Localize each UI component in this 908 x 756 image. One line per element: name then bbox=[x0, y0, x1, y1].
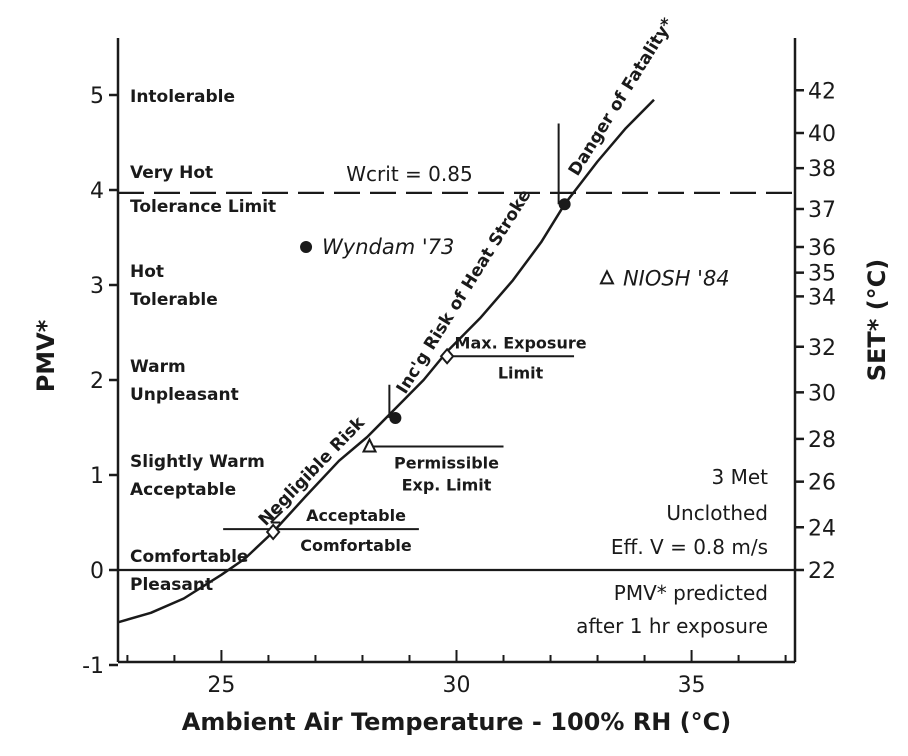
y-tick-label: 1 bbox=[90, 464, 104, 489]
zone-label: Very Hot bbox=[130, 163, 213, 183]
x-tick-label: 30 bbox=[443, 673, 471, 698]
filled-circle-marker bbox=[558, 198, 571, 211]
open-diamond-marker bbox=[265, 523, 281, 541]
y2-tick-label: 34 bbox=[808, 285, 836, 310]
reference-lines bbox=[118, 191, 795, 572]
zone-label: Slightly Warm bbox=[130, 452, 265, 472]
y2-axis-title: SET* (°C) bbox=[863, 259, 891, 382]
y-axis-title: PMV* bbox=[32, 319, 60, 392]
x-tick-label: 25 bbox=[207, 673, 235, 698]
y2-tick-label: 30 bbox=[808, 381, 836, 406]
y2-tick-label: 26 bbox=[808, 471, 836, 496]
zone-label: Pleasant bbox=[130, 575, 213, 595]
condition-note: PMV* predicted bbox=[614, 581, 768, 605]
open-triangle-marker bbox=[361, 437, 378, 453]
limit-label-line2: Exp. Limit bbox=[402, 476, 492, 495]
curve-label-fatality: Danger of Fatality* bbox=[565, 14, 679, 179]
y2-tick-label: 24 bbox=[808, 516, 836, 541]
zone-label: Tolerable bbox=[130, 290, 218, 310]
limit-label-top: Acceptable bbox=[306, 506, 406, 525]
zone-label: Intolerable bbox=[130, 87, 235, 107]
x-tick-label: 35 bbox=[678, 673, 706, 698]
limit-label-bottom: Limit bbox=[498, 363, 544, 382]
y-tick-label: 0 bbox=[90, 559, 104, 584]
open-triangle-marker bbox=[599, 269, 615, 285]
zone-label: Warm bbox=[130, 357, 186, 377]
filled-circle-marker bbox=[389, 412, 402, 424]
y2-tick-label: 22 bbox=[808, 559, 836, 584]
limit-label-bottom: Comfortable bbox=[300, 536, 412, 555]
condition-note: 3 Met bbox=[712, 465, 769, 489]
y2-tick-label: 38 bbox=[808, 157, 836, 182]
chart-marks bbox=[117, 98, 655, 624]
zone-label: Unpleasant bbox=[130, 385, 239, 405]
y-tick-label: -1 bbox=[82, 654, 104, 679]
condition-note: Eff. V = 0.8 m/s bbox=[611, 535, 768, 559]
y2-tick-label: 28 bbox=[808, 428, 836, 453]
chart-labels: Ambient Air Temperature - 100% RH (°C) PM… bbox=[32, 14, 891, 736]
zone-label: Acceptable bbox=[130, 480, 236, 500]
y-tick-label: 3 bbox=[90, 274, 104, 299]
study-label: Wyndam '73 bbox=[322, 235, 454, 259]
zone-label: Tolerance Limit bbox=[130, 197, 276, 217]
y2-tick-label: 37 bbox=[808, 198, 836, 223]
y2-tick-label: 35 bbox=[808, 262, 836, 287]
condition-note: Unclothed bbox=[666, 501, 768, 525]
y2-tick-label: 32 bbox=[808, 336, 836, 361]
zone-label: Comfortable bbox=[130, 547, 248, 567]
limit-label-top: Max. Exposure bbox=[455, 333, 587, 352]
filled-circle-marker bbox=[300, 241, 313, 253]
y-tick-label: 4 bbox=[90, 179, 104, 204]
y-tick-label: 2 bbox=[90, 369, 104, 394]
y2-tick-label: 40 bbox=[808, 122, 836, 147]
y2-tick-label: 42 bbox=[808, 79, 836, 104]
y2-tick-label: 36 bbox=[808, 236, 836, 261]
x-axis-title: Ambient Air Temperature - 100% RH (°C) bbox=[182, 708, 731, 736]
limit-label-line1: Permissible bbox=[394, 454, 499, 473]
zone-label: Hot bbox=[130, 262, 164, 282]
negligible-risk-arrow bbox=[270, 510, 284, 524]
condition-note: after 1 hr exposure bbox=[576, 614, 768, 638]
open-diamond-marker bbox=[439, 347, 455, 365]
wcrit-label: Wcrit = 0.85 bbox=[346, 162, 472, 186]
study-label: NIOSH '84 bbox=[623, 266, 730, 290]
y-tick-label: 5 bbox=[90, 84, 104, 109]
